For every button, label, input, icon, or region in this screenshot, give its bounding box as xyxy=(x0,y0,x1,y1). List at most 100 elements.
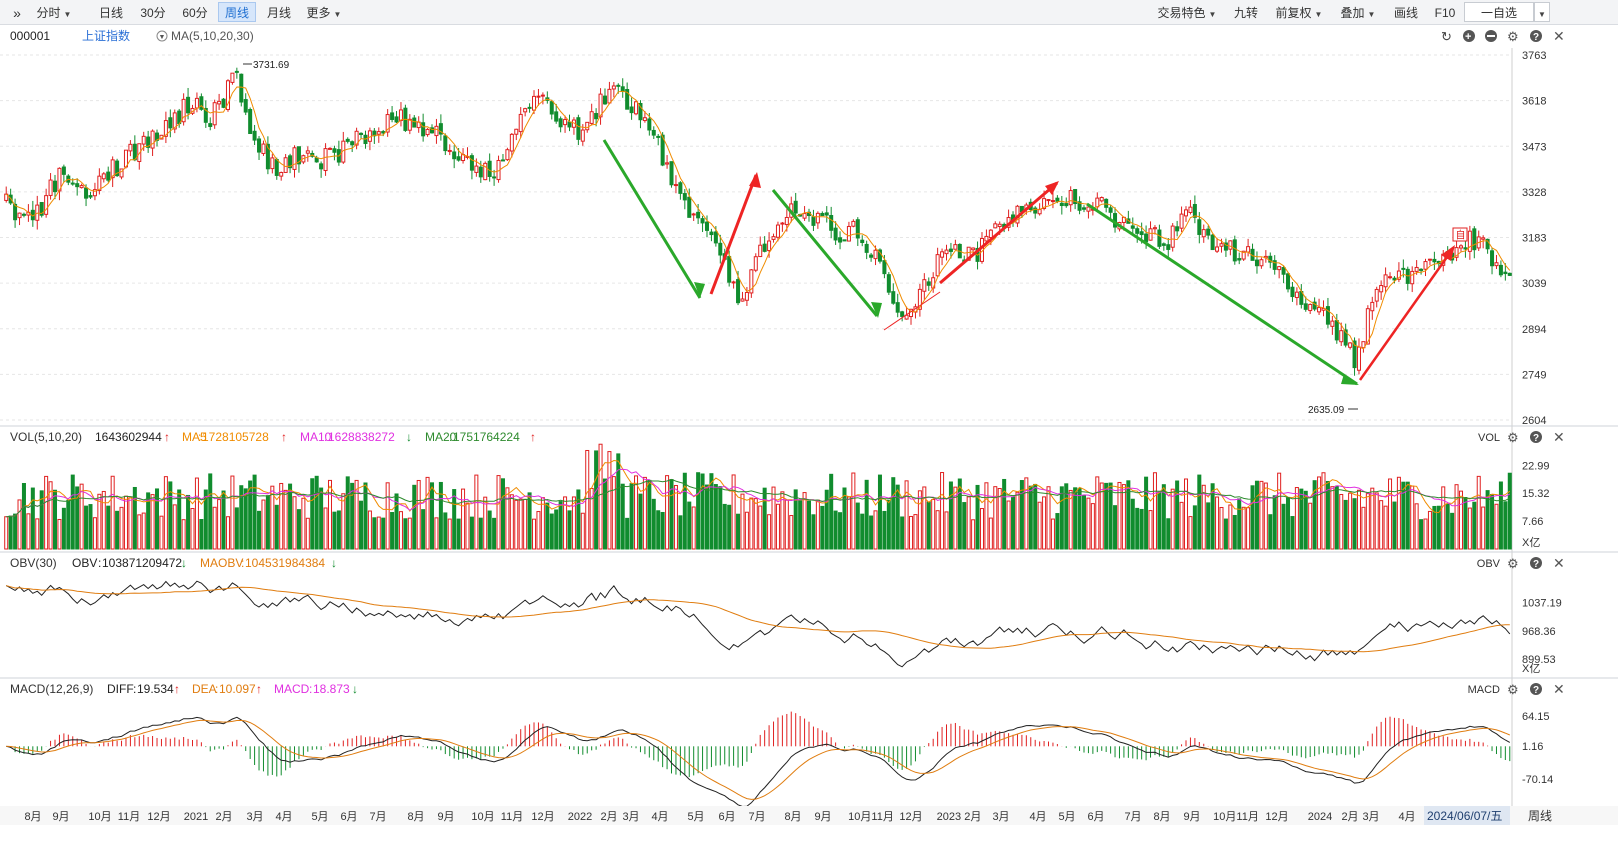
volume-bar xyxy=(660,511,665,550)
volume-bar xyxy=(851,472,856,550)
adjust-button[interactable]: 前复权 ▼ xyxy=(1268,2,1330,22)
gear-icon[interactable]: ⚙ xyxy=(1507,29,1519,44)
volume-bar xyxy=(461,488,466,550)
volume-bar xyxy=(1201,484,1206,550)
volume-bar xyxy=(886,499,891,550)
draw-line-button[interactable]: 画线 xyxy=(1393,6,1418,20)
volume-bar xyxy=(673,485,678,550)
watchlist-button[interactable]: 一自选 xyxy=(1464,2,1534,22)
volume-bar xyxy=(13,513,18,550)
volume-bar xyxy=(1427,510,1432,550)
refresh-icon[interactable]: ↻ xyxy=(1441,29,1452,44)
candle-body xyxy=(212,102,217,126)
trade-features-button[interactable]: 交易特色 ▼ xyxy=(1150,2,1224,22)
volume-bar xyxy=(997,487,1002,550)
candle-body xyxy=(234,70,239,73)
candle-body xyxy=(1152,227,1157,230)
overlay-button[interactable]: 叠加 ▼ xyxy=(1334,2,1382,22)
close-icon[interactable]: ✕ xyxy=(1553,555,1565,571)
candle-body xyxy=(1108,207,1113,213)
help-icon[interactable] xyxy=(1530,30,1542,42)
candle-body xyxy=(221,98,226,108)
volume-bar xyxy=(691,506,696,550)
volume-bar xyxy=(1130,498,1135,550)
candle-body xyxy=(1427,258,1432,261)
minus-glyph xyxy=(1487,35,1495,37)
candle-body xyxy=(687,196,692,218)
x-tick-label: 7月 xyxy=(369,811,386,823)
candle-body xyxy=(997,223,1002,228)
x-tick-label: 9月 xyxy=(437,811,454,823)
help-icon[interactable] xyxy=(1530,683,1542,695)
candle-body xyxy=(1157,229,1162,247)
tab-60min[interactable]: 60分 xyxy=(182,6,208,20)
candle-body xyxy=(390,112,395,120)
volume-bar xyxy=(70,474,75,550)
candle-body xyxy=(1046,199,1051,202)
volume-bar xyxy=(359,500,364,550)
tab-30min[interactable]: 30分 xyxy=(140,6,166,20)
watchlist-dropdown[interactable]: ▼ xyxy=(1534,2,1550,22)
volume-bar xyxy=(749,497,754,550)
jiuzhuan-button[interactable]: 九转 xyxy=(1233,6,1258,20)
tab-fenshi[interactable]: 分时 ▼ xyxy=(34,2,74,22)
y-tick-label: 2894 xyxy=(1522,324,1546,336)
tab-rixian[interactable]: 日线 xyxy=(98,6,123,20)
f10-button[interactable]: F10 xyxy=(1434,6,1456,20)
candle-body xyxy=(327,147,333,150)
help-icon[interactable] xyxy=(1530,431,1542,443)
gear-icon[interactable]: ⚙ xyxy=(1507,556,1519,571)
volume-bar xyxy=(163,476,168,550)
candle-body xyxy=(1175,226,1180,232)
candle-body xyxy=(487,160,492,177)
y-tick-label: 7.66 xyxy=(1522,516,1543,528)
tab-zhouxian[interactable]: 周线 xyxy=(218,2,256,22)
volume-bar xyxy=(1077,487,1082,550)
volume-bar xyxy=(48,481,53,550)
volume-bar xyxy=(944,511,949,550)
volume-bar xyxy=(1068,489,1073,550)
obv-lines xyxy=(5,580,1511,668)
stock-name[interactable]: 上证指数 xyxy=(82,28,130,43)
candle-body xyxy=(864,243,869,253)
volume-bar xyxy=(1121,484,1126,550)
volume-bar xyxy=(92,517,97,550)
candle-body xyxy=(775,224,780,238)
candle-body xyxy=(1179,213,1184,229)
zoom-in-icon[interactable] xyxy=(1463,30,1475,42)
candle-body xyxy=(1410,270,1415,285)
expand-icon[interactable]: » xyxy=(13,5,21,21)
help-icon[interactable] xyxy=(1530,557,1542,569)
volume-bar xyxy=(1476,475,1481,550)
close-icon[interactable]: ✕ xyxy=(1553,681,1565,697)
close-icon[interactable]: ✕ xyxy=(1553,429,1565,445)
y-tick-label: 3763 xyxy=(1522,50,1546,62)
volume-bar xyxy=(487,510,492,550)
dea-line xyxy=(6,719,1510,800)
volume-bar xyxy=(452,489,457,550)
candle-body xyxy=(576,117,581,140)
ma-toggle-icon[interactable] xyxy=(156,30,168,42)
arrowhead xyxy=(694,282,705,298)
volume-bar xyxy=(243,488,248,550)
ma5-line xyxy=(5,86,1511,350)
candle-body xyxy=(988,229,993,239)
close-icon[interactable]: ✕ xyxy=(1553,28,1565,44)
volume-bar xyxy=(66,499,71,550)
tab-yuexian[interactable]: 月线 xyxy=(266,6,291,20)
candle-body xyxy=(727,256,732,283)
gear-icon[interactable]: ⚙ xyxy=(1507,430,1519,445)
gear-icon[interactable]: ⚙ xyxy=(1507,682,1519,697)
obv-line xyxy=(5,580,1511,668)
candle-body xyxy=(505,149,510,161)
candle-body xyxy=(629,106,634,114)
volume-bar xyxy=(864,479,869,550)
volume-bar xyxy=(824,489,829,550)
candle-body xyxy=(536,95,541,98)
diff-label: DIFF xyxy=(107,682,134,696)
candle-body xyxy=(1463,247,1468,250)
tab-more[interactable]: 更多 ▼ xyxy=(302,2,346,22)
candle-body xyxy=(92,189,97,197)
volume-bar xyxy=(1423,518,1428,550)
volume-ma20-line xyxy=(6,478,1511,518)
